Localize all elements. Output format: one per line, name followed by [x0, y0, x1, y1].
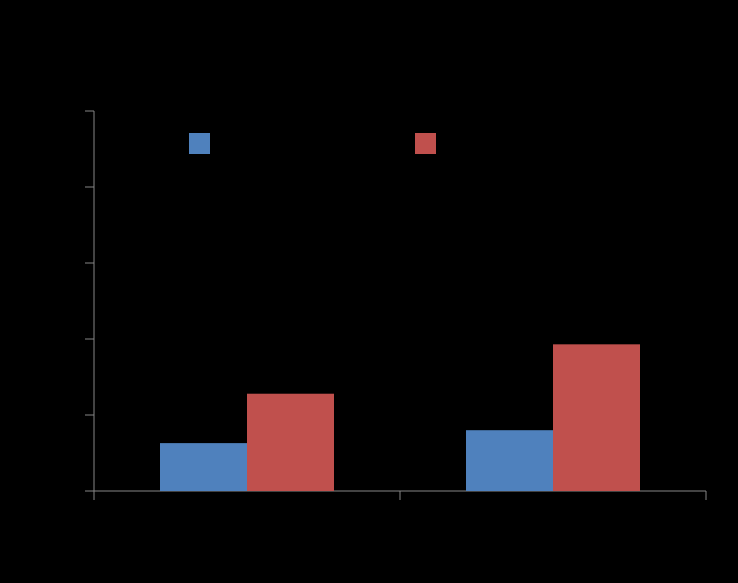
bar: [466, 430, 553, 491]
bar: [247, 393, 334, 491]
bar: [553, 344, 640, 491]
legend-swatch: [415, 133, 436, 154]
bar: [160, 443, 247, 491]
legend-swatch: [189, 133, 210, 154]
